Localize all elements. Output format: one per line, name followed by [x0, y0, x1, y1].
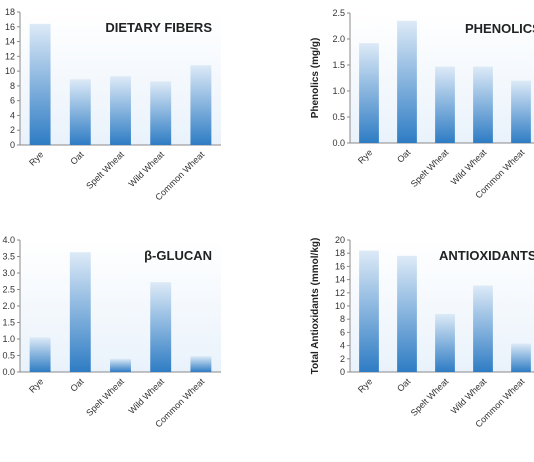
y-tick-label: 10	[5, 66, 15, 76]
chart-title: β-GLUCAN	[144, 248, 212, 263]
y-tick-label: 4.0	[2, 235, 15, 245]
y-tick-label: 0.5	[332, 112, 345, 122]
chart-title: PHENOLICS	[465, 21, 534, 36]
y-tick-label: 3.5	[2, 252, 15, 262]
plot-area	[20, 240, 221, 372]
y-tick-label: 2.0	[2, 301, 15, 311]
y-tick-label: 4	[10, 110, 15, 120]
y-tick-label: 0.0	[2, 367, 15, 377]
y-tick-label: 16	[5, 22, 15, 32]
bar-rye	[29, 337, 51, 372]
y-tick-label: 14	[5, 37, 15, 47]
bar-oat	[397, 20, 417, 143]
bar-rye	[359, 250, 379, 372]
bar-spelt-wheat	[110, 76, 131, 145]
chart-title: ANTIOXIDANTS	[439, 248, 534, 263]
x-tick-label: Oat	[395, 376, 413, 394]
y-tick-label: 0	[10, 140, 15, 150]
y-tick-label: 8	[340, 314, 345, 324]
y-tick-label: 2	[10, 125, 15, 135]
y-tick-label: 12	[335, 288, 345, 298]
bar-oat	[69, 252, 91, 372]
y-tick-label: 12	[5, 51, 15, 61]
y-tick-label: 8	[10, 81, 15, 91]
x-tick-label: Rye	[27, 376, 45, 394]
x-tick-label: Wild Wheat	[127, 376, 167, 416]
y-tick-label: 6	[10, 96, 15, 106]
bar-spelt-wheat	[435, 66, 455, 143]
y-tick-label: 4	[340, 341, 345, 351]
bar-common-wheat	[511, 343, 531, 372]
x-tick-label: Rye	[356, 376, 374, 394]
y-tick-label: 2.5	[2, 285, 15, 295]
x-tick-label: Spelt Wheat	[84, 149, 126, 191]
y-tick-label: 14	[335, 275, 345, 285]
bar-oat	[69, 79, 91, 145]
x-tick-label: Rye	[356, 147, 374, 165]
y-tick-label: 20	[335, 235, 345, 245]
x-tick-label: Spelt Wheat	[409, 376, 451, 418]
x-tick-label: Spelt Wheat	[409, 147, 451, 189]
x-tick-label: Oat	[395, 147, 413, 165]
x-tick-label: Spelt Wheat	[84, 376, 126, 418]
y-tick-label: 10	[335, 301, 345, 311]
bar-rye	[29, 23, 51, 146]
y-tick-label: 3.0	[2, 268, 15, 278]
y-axis-label: Phenolics (mg/g)	[310, 38, 321, 119]
x-tick-label: Oat	[68, 376, 86, 394]
bar-rye	[359, 43, 379, 143]
y-tick-label: 2	[340, 354, 345, 364]
x-tick-label: Wild Wheat	[127, 149, 167, 189]
bar-wild-wheat	[473, 66, 493, 143]
y-tick-label: 2.5	[332, 8, 345, 18]
bar-oat	[397, 255, 417, 372]
x-tick-label: Wild Wheat	[449, 147, 489, 187]
y-tick-label: 0.5	[2, 351, 15, 361]
bar-spelt-wheat	[110, 358, 131, 372]
y-tick-label: 2.0	[332, 34, 345, 44]
y-axis-label: Total Antioxidants (mmol/kg)	[310, 238, 321, 375]
bar-wild-wheat	[473, 285, 493, 372]
x-tick-label: Rye	[27, 149, 45, 167]
bar-spelt-wheat	[435, 313, 455, 372]
y-tick-label: 6	[340, 327, 345, 337]
bar-common-wheat	[511, 80, 531, 143]
y-tick-label: 1.0	[2, 334, 15, 344]
x-tick-label: Wild Wheat	[449, 376, 489, 416]
y-tick-label: 18	[335, 248, 345, 258]
y-tick-label: 1.0	[332, 86, 345, 96]
y-tick-label: 1.5	[2, 318, 15, 328]
y-tick-label: 0	[340, 367, 345, 377]
bar-common-wheat	[190, 65, 212, 145]
bar-wild-wheat	[150, 282, 172, 372]
bar-wild-wheat	[150, 81, 172, 145]
x-tick-label: Oat	[68, 149, 86, 167]
y-tick-label: 18	[5, 7, 15, 17]
y-tick-label: 1.5	[332, 60, 345, 70]
y-tick-label: 16	[335, 261, 345, 271]
chart-title: DIETARY FIBERS	[105, 20, 212, 35]
y-tick-label: 0.0	[332, 138, 345, 148]
bar-common-wheat	[190, 356, 212, 372]
